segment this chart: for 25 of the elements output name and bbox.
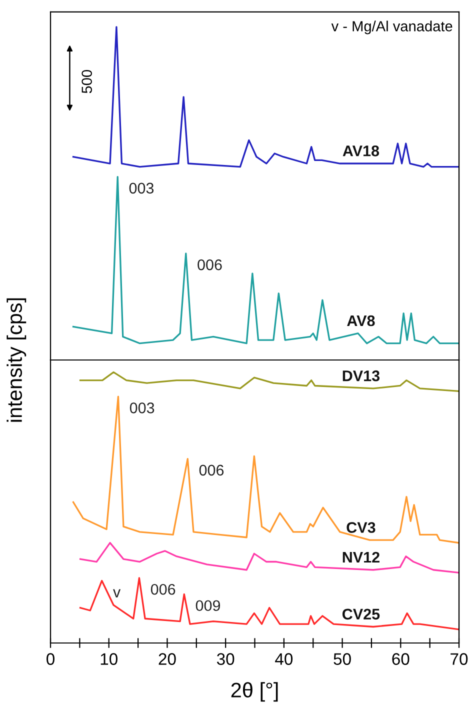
annotation: v - Mg/Al vanadate (331, 20, 452, 34)
x-tick-label: 70 (450, 653, 468, 665)
annotation: 006 (150, 584, 176, 595)
x-tick-label: 60 (392, 653, 410, 665)
annotation: 006 (199, 464, 224, 476)
annotation: 009 (196, 600, 220, 612)
annotation: 003 (129, 182, 154, 194)
annotation: v (113, 589, 121, 598)
series-label: AV18 (342, 146, 380, 156)
annotation: 006 (198, 259, 222, 270)
x-tick-label: 50 (334, 653, 351, 665)
x-tick-label: 0 (46, 653, 54, 665)
annotation: 003 (130, 402, 154, 414)
x-tick-label: 30 (216, 653, 234, 665)
series-label: DV13 (342, 370, 380, 382)
x-axis-title: 2θ [°] (231, 682, 278, 702)
series-label: AV8 (347, 315, 375, 326)
annotation: 500 (82, 70, 92, 94)
series-label: CV25 (342, 608, 380, 620)
x-tick-label: 40 (275, 653, 293, 665)
series-label: CV3 (346, 522, 376, 533)
x-tick-label: 20 (158, 653, 176, 665)
y-axis-title: intensity [cps] (6, 298, 26, 422)
series-label: NV12 (342, 552, 380, 563)
x-tick-label: 10 (100, 653, 118, 665)
